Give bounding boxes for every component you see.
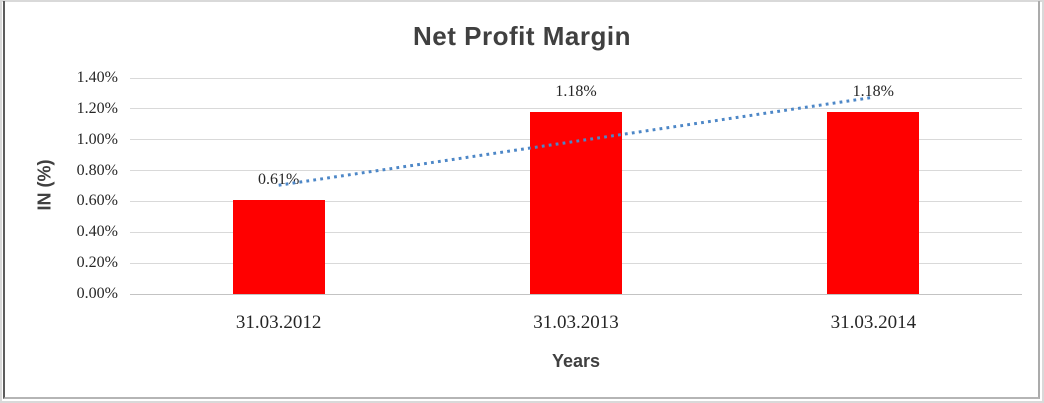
x-category-label: 31.03.2012 <box>235 312 322 333</box>
bar-data-label: 1.18% <box>555 82 597 100</box>
gridline <box>130 77 1022 79</box>
bar <box>530 111 622 294</box>
y-tick-label: 0.80% <box>76 161 118 179</box>
x-category-label: 31.03.2014 <box>830 312 917 333</box>
y-tick-label: 1.40% <box>76 69 118 86</box>
x-category-label: 31.03.2013 <box>533 312 619 333</box>
y-tick-label: 0.20% <box>76 254 118 272</box>
bar <box>827 111 920 294</box>
x-axis-line <box>130 293 1022 295</box>
bar-data-label: 0.61% <box>257 170 300 188</box>
y-tick-label: 0.40% <box>76 223 118 241</box>
x-axis-title: Years <box>551 351 601 371</box>
chart-title: Net Profit Margin <box>413 21 631 51</box>
bar-data-label: 1.18% <box>852 82 894 100</box>
y-tick-label: 0.60% <box>76 192 118 210</box>
y-tick-label: 0.00% <box>76 285 118 302</box>
bar <box>232 199 325 294</box>
y-tick-label: 1.20% <box>76 99 118 117</box>
y-tick-label: 1.00% <box>76 130 118 148</box>
gridline <box>130 108 1022 110</box>
